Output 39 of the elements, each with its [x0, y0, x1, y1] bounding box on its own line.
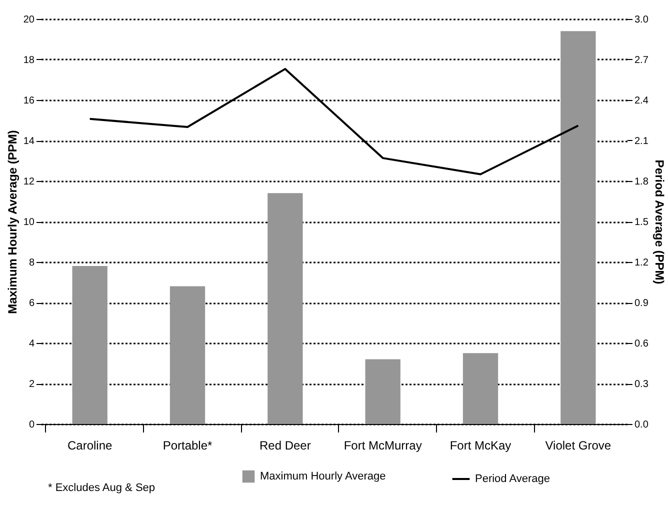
y2-tick-label: 1.2: [634, 258, 649, 268]
y-tick-label: 2: [28, 379, 35, 390]
bar: [560, 31, 596, 424]
y-tick-label: 14: [23, 136, 35, 147]
y2-tick-label: 2.7: [634, 55, 649, 66]
text: * Excludes Aug & Sep: [48, 482, 156, 494]
y-tick-label: 12: [23, 176, 35, 188]
y-tick-label: 18: [23, 55, 35, 66]
bar: [365, 359, 400, 424]
y2-tick-label: 0.3: [634, 379, 649, 390]
y2-tick-label: 2.1: [634, 136, 649, 147]
y2-tick-label: 2.4: [634, 96, 649, 106]
y-tick-label: 20: [23, 14, 35, 26]
y-axis-title: Maximum Hourly Average (PPM): [5, 130, 20, 314]
bar: [268, 193, 303, 424]
x-tick-label: Red Deer: [259, 438, 311, 452]
y-tick-label: 8: [28, 258, 35, 268]
bar: [72, 266, 108, 424]
y-tick-label: 6: [28, 298, 35, 309]
y2-tick-label: 1.5: [634, 217, 649, 228]
y2-axis-title: Period Average (PPM): [652, 160, 666, 284]
y2-tick-label: 0.0: [634, 420, 649, 430]
y2-tick-label: 3.0: [634, 14, 649, 26]
x-tick-label: Violet Grove: [545, 438, 612, 452]
bar: [170, 286, 206, 424]
legend-label: Maximum Hourly Average: [260, 470, 386, 482]
y-tick-label: 16: [23, 96, 35, 106]
y2-tick-label: 0.6: [634, 338, 649, 350]
x-tick-label: Fort McKay: [450, 438, 512, 452]
x-tick-label: Caroline: [67, 438, 112, 452]
x-tick-label: Portable*: [162, 438, 213, 452]
y2-tick-label: 0.9: [634, 298, 649, 309]
bar: [462, 353, 498, 424]
x-tick-label: Fort McMurray: [344, 438, 422, 452]
y-tick-label: 4: [28, 338, 35, 350]
y2-tick-label: 1.8: [634, 176, 649, 188]
legend-label: Period Average: [475, 473, 550, 485]
y-tick-label: 10: [23, 217, 35, 228]
y-tick-label: 0: [28, 420, 35, 430]
